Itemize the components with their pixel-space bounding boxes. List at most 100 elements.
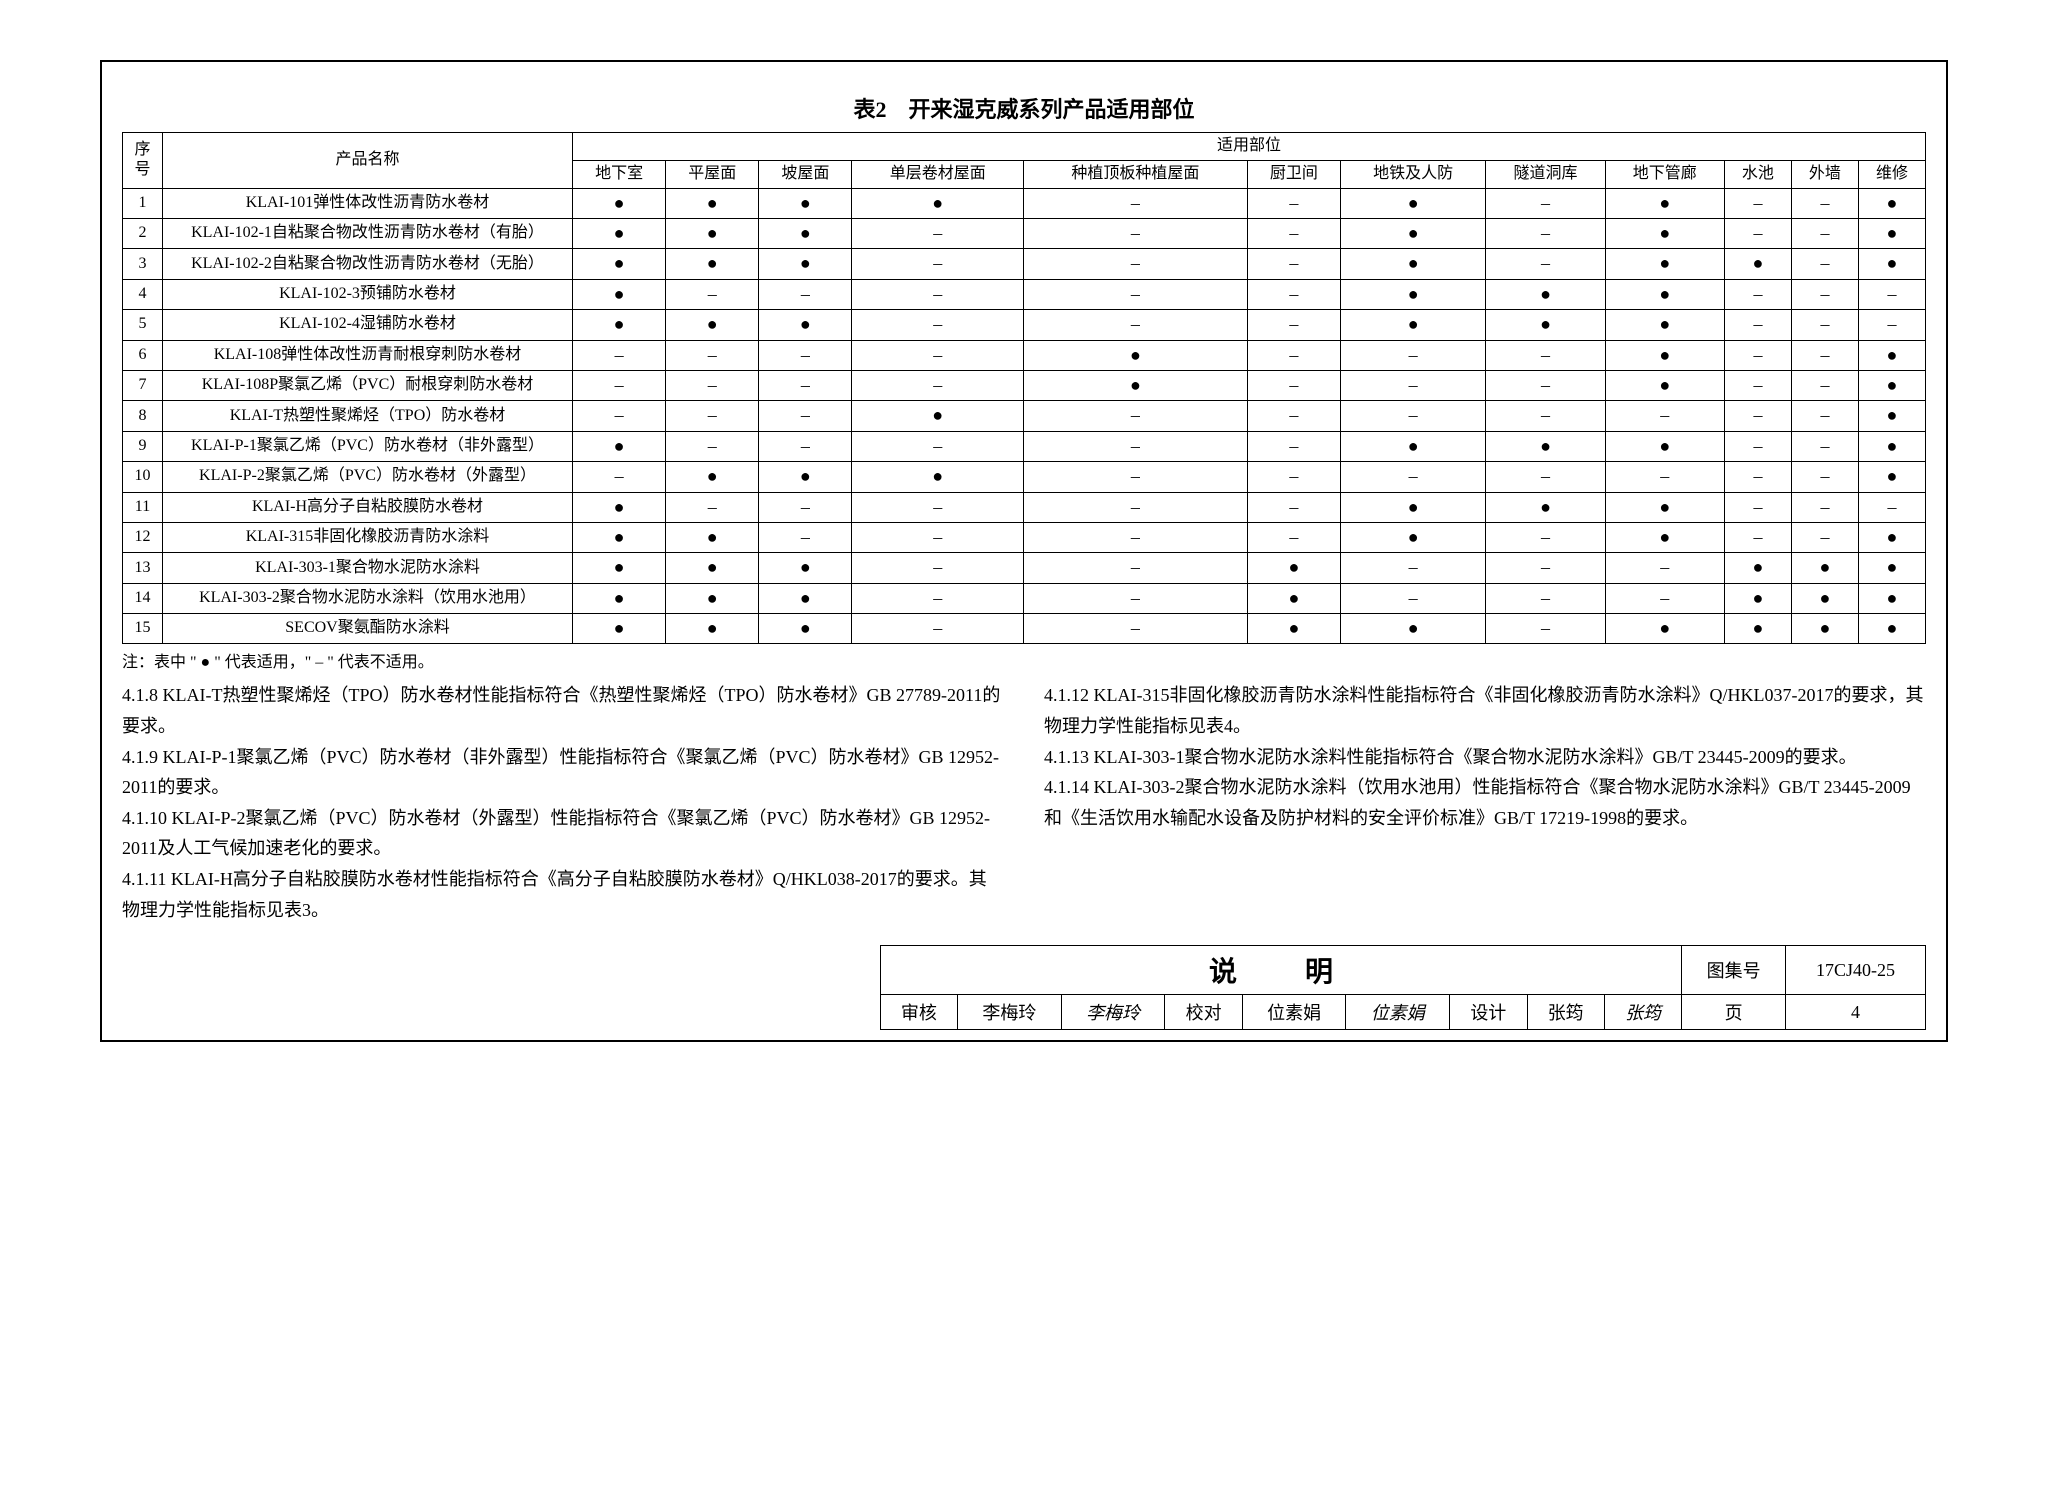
cell-seq: 9 <box>123 431 163 461</box>
th-group: 适用部位 <box>573 133 1926 161</box>
cell-mark: – <box>1486 553 1605 583</box>
cell-mark: – <box>1791 188 1858 218</box>
cell-seq: 6 <box>123 340 163 370</box>
cell-mark: – <box>1605 401 1724 431</box>
cell-mark: – <box>1247 401 1340 431</box>
paragraph: 4.1.14 KLAI-303-2聚合物水泥防水涂料（饮用水池用）性能指标符合《… <box>1044 772 1926 833</box>
paragraph: 4.1.13 KLAI-303-1聚合物水泥防水涂料性能指标符合《聚合物水泥防水… <box>1044 742 1926 773</box>
cell-seq: 3 <box>123 249 163 279</box>
cell-name: KLAI-102-4湿铺防水卷材 <box>163 310 573 340</box>
cell-mark: ● <box>852 462 1024 492</box>
cell-mark: – <box>666 401 759 431</box>
cell-mark: – <box>573 340 666 370</box>
cell-seq: 15 <box>123 614 163 644</box>
cell-mark: ● <box>666 614 759 644</box>
text-col-right: 4.1.12 KLAI-315非固化橡胶沥青防水涂料性能指标符合《非固化橡胶沥青… <box>1044 680 1926 925</box>
table-row: 9KLAI-P-1聚氯乙烯（PVC）防水卷材（非外露型）●–––––●●●––● <box>123 431 1926 461</box>
footer-title: 说 明 <box>880 946 1682 995</box>
cell-name: KLAI-102-3预铺防水卷材 <box>163 279 573 309</box>
cell-mark: – <box>1340 553 1485 583</box>
cell-mark: ● <box>573 583 666 613</box>
cell-mark: – <box>1247 188 1340 218</box>
cell-mark: ● <box>1858 614 1925 644</box>
cell-mark: – <box>1791 370 1858 400</box>
cell-mark: ● <box>759 188 852 218</box>
cell-mark: – <box>1486 462 1605 492</box>
cell-mark: – <box>1023 462 1247 492</box>
review-label: 审核 <box>880 995 957 1030</box>
cell-mark: – <box>1605 583 1724 613</box>
th-col-10: 外墙 <box>1791 160 1858 188</box>
cell-mark: ● <box>759 614 852 644</box>
cell-mark: – <box>1340 583 1485 613</box>
cell-mark: – <box>1605 553 1724 583</box>
cell-mark: ● <box>666 583 759 613</box>
cell-mark: ● <box>666 249 759 279</box>
cell-mark: – <box>1023 310 1247 340</box>
cell-mark: – <box>1247 492 1340 522</box>
paragraph: 4.1.8 KLAI-T热塑性聚烯烃（TPO）防水卷材性能指标符合《热塑性聚烯烃… <box>122 680 1004 741</box>
cell-name: KLAI-108P聚氯乙烯（PVC）耐根穿刺防水卷材 <box>163 370 573 400</box>
cell-mark: – <box>1486 370 1605 400</box>
paragraph: 4.1.10 KLAI-P-2聚氯乙烯（PVC）防水卷材（外露型）性能指标符合《… <box>122 803 1004 864</box>
cell-mark: ● <box>1724 614 1791 644</box>
cell-mark: ● <box>1247 614 1340 644</box>
cell-mark: – <box>852 218 1024 248</box>
cell-seq: 11 <box>123 492 163 522</box>
cell-mark: – <box>1724 279 1791 309</box>
cell-mark: ● <box>1605 522 1724 552</box>
cell-mark: – <box>1858 279 1925 309</box>
cell-mark: – <box>1724 401 1791 431</box>
th-col-3: 单层卷材屋面 <box>852 160 1024 188</box>
paragraph: 4.1.12 KLAI-315非固化橡胶沥青防水涂料性能指标符合《非固化橡胶沥青… <box>1044 680 1926 741</box>
cell-mark: ● <box>1247 553 1340 583</box>
cell-mark: ● <box>1858 188 1925 218</box>
cell-mark: – <box>1340 370 1485 400</box>
cell-mark: – <box>1486 614 1605 644</box>
cell-seq: 4 <box>123 279 163 309</box>
cell-mark: – <box>1023 492 1247 522</box>
cell-mark: ● <box>1791 553 1858 583</box>
text-columns: 4.1.8 KLAI-T热塑性聚烯烃（TPO）防水卷材性能指标符合《热塑性聚烯烃… <box>122 680 1926 925</box>
cell-mark: – <box>852 279 1024 309</box>
cell-mark: ● <box>1858 431 1925 461</box>
cell-name: KLAI-315非固化橡胶沥青防水涂料 <box>163 522 573 552</box>
cell-mark: ● <box>1340 492 1485 522</box>
cell-mark: ● <box>1724 583 1791 613</box>
cell-mark: ● <box>1486 279 1605 309</box>
cell-seq: 14 <box>123 583 163 613</box>
th-col-11: 维修 <box>1858 160 1925 188</box>
cell-mark: ● <box>573 218 666 248</box>
table-row: 2KLAI-102-1自粘聚合物改性沥青防水卷材（有胎）●●●–––●–●––● <box>123 218 1926 248</box>
cell-mark: – <box>1791 218 1858 248</box>
title-block: 说 明 图集号 17CJ40-25 审核 李梅玲 李梅玲 校对 位素娟 位素娟 … <box>880 945 1926 1030</box>
th-col-8: 地下管廊 <box>1605 160 1724 188</box>
check-name: 位素娟 <box>1242 995 1346 1030</box>
cell-mark: – <box>1724 218 1791 248</box>
table-row: 13KLAI-303-1聚合物水泥防水涂料●●●––●–––●●● <box>123 553 1926 583</box>
table-row: 6KLAI-108弹性体改性沥青耐根穿刺防水卷材––––●–––●––● <box>123 340 1926 370</box>
cell-mark: ● <box>1858 553 1925 583</box>
cell-mark: ● <box>759 553 852 583</box>
cell-mark: – <box>666 340 759 370</box>
cell-mark: – <box>1791 249 1858 279</box>
cell-mark: – <box>1486 401 1605 431</box>
cell-mark: – <box>573 462 666 492</box>
cell-mark: – <box>1724 522 1791 552</box>
cell-name: KLAI-H高分子自粘胶膜防水卷材 <box>163 492 573 522</box>
cell-seq: 13 <box>123 553 163 583</box>
cell-mark: – <box>1023 553 1247 583</box>
atlas-label: 图集号 <box>1682 946 1786 995</box>
cell-mark: ● <box>1023 370 1247 400</box>
cell-mark: – <box>759 431 852 461</box>
page-label: 页 <box>1682 995 1786 1030</box>
cell-name: SECOV聚氨酯防水涂料 <box>163 614 573 644</box>
cell-mark: ● <box>573 188 666 218</box>
cell-mark: ● <box>759 462 852 492</box>
cell-mark: – <box>1023 522 1247 552</box>
cell-mark: ● <box>759 583 852 613</box>
text-col-left: 4.1.8 KLAI-T热塑性聚烯烃（TPO）防水卷材性能指标符合《热塑性聚烯烃… <box>122 680 1004 925</box>
cell-mark: – <box>852 553 1024 583</box>
cell-mark: ● <box>759 218 852 248</box>
cell-mark: ● <box>1858 583 1925 613</box>
